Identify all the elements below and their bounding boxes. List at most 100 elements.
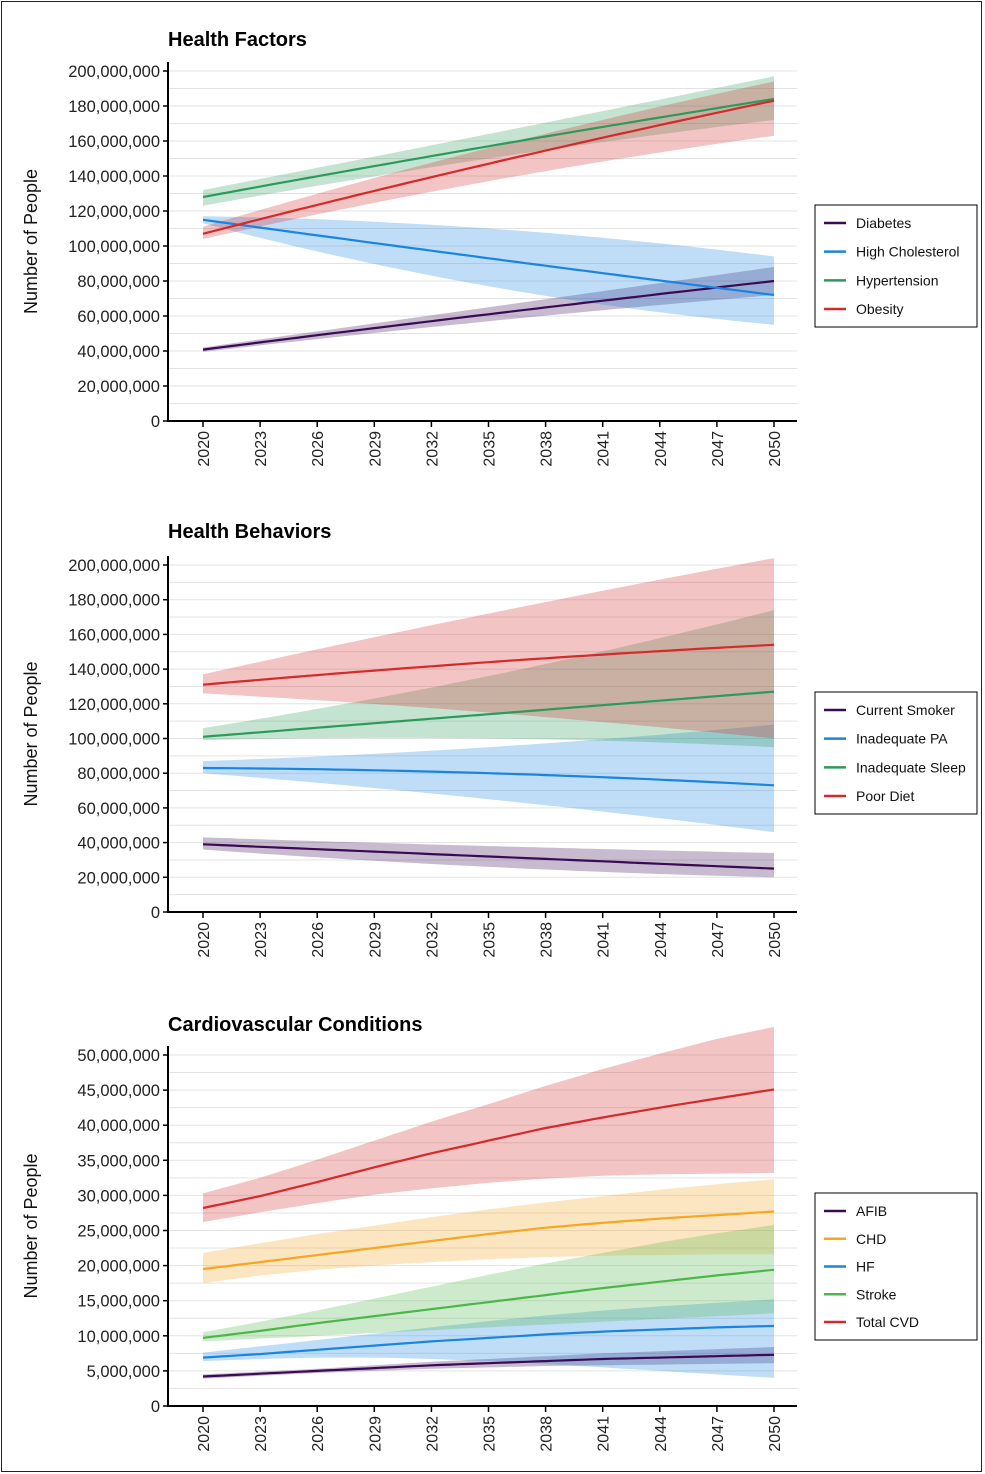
- legend: Diabetes High Cholesterol Hypertension Obes…: [814, 204, 978, 328]
- x-tick-label: 2038: [539, 431, 556, 467]
- y-tick-label: 120,000,000: [68, 203, 160, 221]
- y-tick-label: 60,000,000: [77, 800, 160, 818]
- y-tick-label: 0: [151, 1398, 160, 1416]
- series-line-total-cvd: [202, 1088, 775, 1210]
- series-line-chd: [202, 1210, 775, 1271]
- x-tick-label: 2026: [310, 922, 327, 958]
- series-line-diabetes: [202, 279, 775, 351]
- x-tick-label: 2038: [539, 922, 556, 958]
- y-tick-label: 40,000,000: [77, 835, 160, 853]
- legend-label-afib: AFIB: [856, 1203, 887, 1219]
- y-tick-label: 60,000,000: [77, 308, 160, 326]
- chart-panel-health-factors: Health Factors 0 20,000,000 40,000,000 60,00…: [21, 29, 978, 467]
- series-line-hf: [202, 1324, 775, 1359]
- series-line-stroke: [202, 1268, 775, 1339]
- chart-title: Health Behaviors: [168, 521, 331, 543]
- legend-label-current-smoker: Current Smoker: [856, 702, 955, 718]
- x-tick-label: 2023: [253, 1416, 270, 1452]
- x-tick-label: 2050: [767, 922, 784, 958]
- y-tick-label: 180,000,000: [68, 592, 160, 610]
- y-tick-label: 40,000,000: [77, 343, 160, 361]
- y-tick-label: 200,000,000: [68, 63, 160, 81]
- legend-label-poor-diet: Poor Diet: [856, 788, 914, 804]
- x-tick-label: 2047: [710, 431, 727, 467]
- y-tick-label: 5,000,000: [87, 1363, 160, 1381]
- y-tick-label: 25,000,000: [77, 1223, 160, 1241]
- y-tick-label: 45,000,000: [77, 1082, 160, 1100]
- x-tick-label: 2047: [710, 1416, 727, 1452]
- legend-label-chd: CHD: [856, 1231, 886, 1247]
- x-tick-label: 2041: [596, 922, 613, 958]
- x-tick-label: 2023: [253, 922, 270, 958]
- legend-label-stroke: Stroke: [856, 1286, 897, 1302]
- y-tick-label: 40,000,000: [77, 1117, 160, 1135]
- x-tick-label: 2020: [196, 1416, 213, 1452]
- x-tick-label: 2023: [253, 431, 270, 467]
- legend-box: [814, 691, 978, 815]
- y-tick-label: 80,000,000: [77, 273, 160, 291]
- y-tick-label: 200,000,000: [68, 557, 160, 575]
- chart-title: Health Factors: [168, 29, 307, 51]
- y-axis-label: Number of People: [21, 169, 41, 314]
- y-tick-label: 35,000,000: [77, 1152, 160, 1170]
- legend-label-hypertension: Hypertension: [856, 272, 939, 288]
- series-line-high-cholesterol: [202, 218, 775, 297]
- legend: Current Smoker Inadequate PA Inadequate Sl…: [814, 691, 978, 815]
- y-tick-label: 10,000,000: [77, 1328, 160, 1346]
- y-tick-label: 15,000,000: [77, 1293, 160, 1311]
- y-tick-label: 180,000,000: [68, 98, 160, 116]
- confidence-band-inadequate-sleep: [203, 610, 774, 748]
- y-tick-label: 30,000,000: [77, 1187, 160, 1205]
- y-axis-label: Number of People: [21, 661, 41, 806]
- y-axis-label: Number of People: [21, 1153, 41, 1298]
- legend-label-obesity: Obesity: [856, 301, 903, 317]
- y-tick-label: 50,000,000: [77, 1047, 160, 1065]
- confidence-band-stroke: [203, 1224, 774, 1342]
- x-tick-label: 2032: [424, 922, 441, 958]
- series-line-inadequate-pa: [202, 766, 775, 787]
- legend-label-hf: HF: [856, 1259, 875, 1275]
- x-tick-label: 2032: [424, 1416, 441, 1452]
- y-tick-label: 20,000,000: [77, 1258, 160, 1276]
- x-tick-label: 2035: [482, 431, 499, 467]
- x-tick-label: 2020: [196, 431, 213, 467]
- confidence-band-hypertension: [203, 76, 774, 206]
- x-tick-label: 2041: [596, 1416, 613, 1452]
- series-line-current-smoker: [202, 843, 775, 870]
- confidence-band-obesity: [203, 81, 774, 239]
- y-tick-label: 100,000,000: [68, 238, 160, 256]
- y-tick-label: 160,000,000: [68, 133, 160, 151]
- y-tick-label: 100,000,000: [68, 731, 160, 749]
- confidence-band-inadequate-pa: [203, 724, 774, 833]
- x-tick-label: 2041: [596, 431, 613, 467]
- x-tick-label: 2035: [482, 1416, 499, 1452]
- x-tick-label: 2029: [367, 1416, 384, 1452]
- chart-panel-health-behaviors: Health Behaviors 0 20,000,000 40,000,000 60,…: [21, 521, 978, 958]
- y-tick-label: 20,000,000: [77, 869, 160, 887]
- y-tick-label: 120,000,000: [68, 696, 160, 714]
- y-tick-label: 140,000,000: [68, 168, 160, 186]
- series-line-afib: [202, 1353, 775, 1378]
- chart-title: Cardiovascular Conditions: [168, 1014, 423, 1036]
- x-tick-label: 2026: [310, 1416, 327, 1452]
- x-tick-label: 2050: [767, 431, 784, 467]
- x-tick-label: 2050: [767, 1416, 784, 1452]
- legend-label-high-cholesterol: High Cholesterol: [856, 244, 960, 260]
- y-tick-label: 160,000,000: [68, 626, 160, 644]
- y-tick-label: 80,000,000: [77, 765, 160, 783]
- x-tick-label: 2044: [653, 922, 670, 958]
- y-tick-label: 0: [151, 904, 160, 922]
- legend-label-inadequate-sleep: Inadequate Sleep: [856, 759, 966, 775]
- series-line-poor-diet: [202, 643, 775, 686]
- y-tick-label: 0: [151, 413, 160, 431]
- legend: AFIB CHD HF Stroke Total CVD: [814, 1192, 978, 1341]
- legend-box: [814, 204, 978, 328]
- series-line-hypertension: [202, 97, 775, 199]
- x-tick-label: 2047: [710, 922, 727, 958]
- series-line-inadequate-sleep: [202, 690, 775, 738]
- legend-label-diabetes: Diabetes: [856, 215, 911, 231]
- legend-label-total-cvd: Total CVD: [856, 1314, 919, 1330]
- confidence-band-chd: [203, 1179, 774, 1284]
